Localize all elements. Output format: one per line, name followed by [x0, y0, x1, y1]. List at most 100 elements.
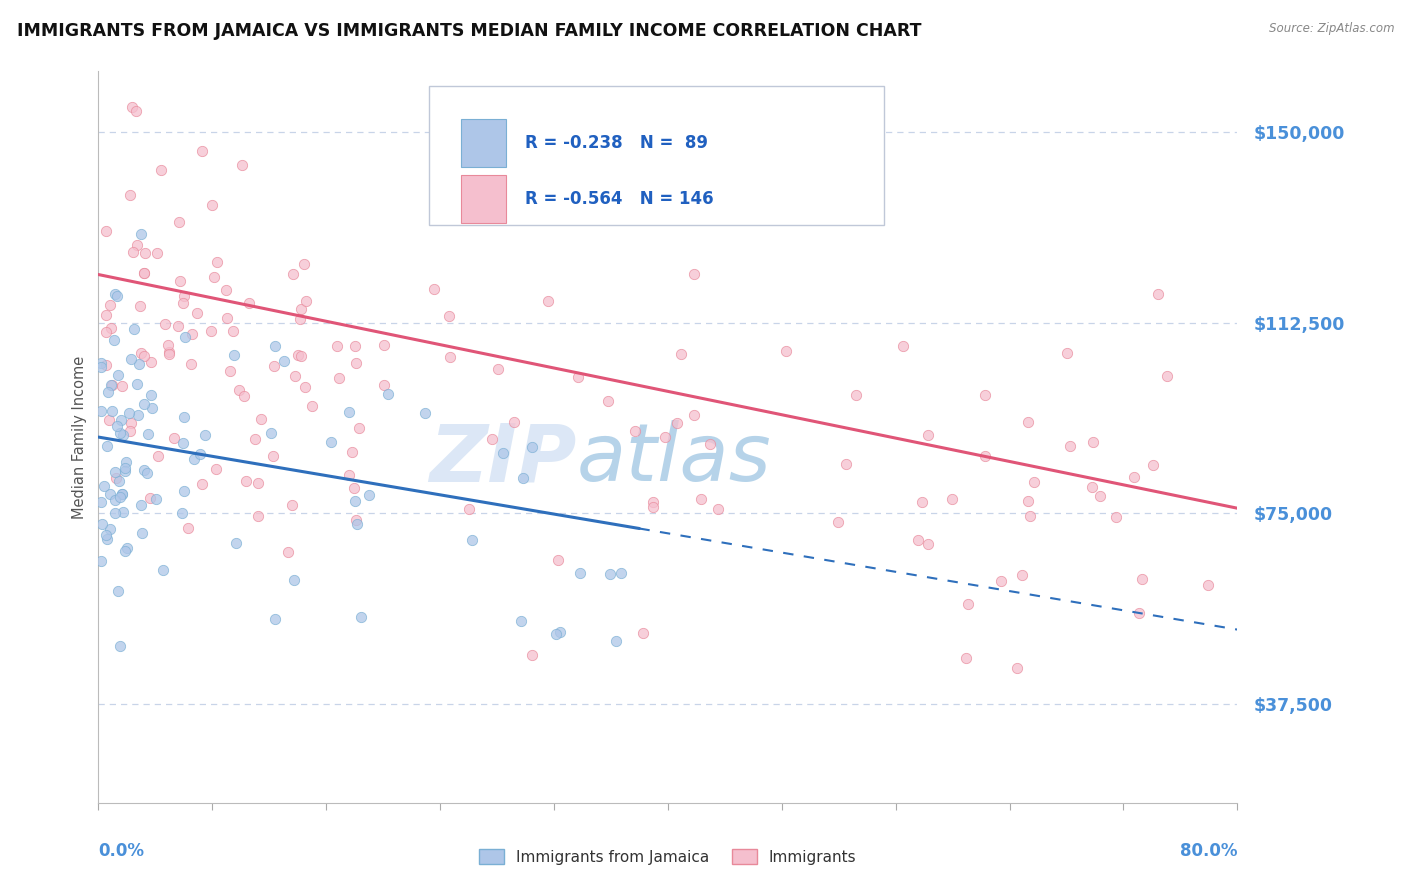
Point — [413, 406, 436, 420]
Point — [111, 379, 134, 393]
Point — [654, 430, 676, 444]
Point — [114, 461, 136, 475]
Point — [520, 441, 543, 455]
Point — [262, 449, 284, 463]
Point — [134, 397, 156, 411]
Point — [94, 308, 117, 322]
Point — [157, 337, 180, 351]
Point — [172, 296, 194, 310]
Point — [131, 526, 153, 541]
Point — [98, 487, 121, 501]
FancyBboxPatch shape — [461, 175, 506, 223]
Point — [1197, 578, 1219, 592]
Point — [100, 377, 122, 392]
Point — [343, 481, 366, 495]
Point — [246, 508, 269, 523]
Text: 0.0%: 0.0% — [98, 842, 145, 860]
Point — [146, 246, 169, 260]
Point — [1081, 434, 1104, 449]
Point — [481, 432, 503, 446]
Point — [157, 345, 180, 359]
Point — [283, 574, 305, 588]
Point — [567, 370, 589, 384]
Point — [544, 627, 567, 641]
Point — [132, 266, 155, 280]
Point — [141, 401, 163, 415]
Point — [114, 544, 136, 558]
Point — [328, 371, 350, 385]
Point — [263, 359, 285, 374]
Point — [907, 533, 929, 547]
Point — [129, 498, 152, 512]
Point — [180, 357, 202, 371]
Point — [344, 339, 367, 353]
Point — [624, 424, 647, 438]
Point — [112, 505, 135, 519]
Point — [1123, 469, 1146, 483]
Point — [287, 348, 309, 362]
Point — [439, 309, 461, 323]
Point — [183, 452, 205, 467]
Point — [1080, 480, 1102, 494]
Point — [221, 324, 243, 338]
Point — [845, 387, 868, 401]
Point — [238, 296, 260, 310]
Point — [96, 439, 118, 453]
Point — [917, 427, 939, 442]
Point — [232, 389, 254, 403]
Text: Source: ZipAtlas.com: Source: ZipAtlas.com — [1270, 22, 1395, 36]
Y-axis label: Median Family Income: Median Family Income — [72, 355, 87, 519]
Point — [188, 447, 211, 461]
Point — [245, 432, 267, 446]
Point — [115, 455, 138, 469]
Point — [548, 625, 571, 640]
Point — [247, 475, 270, 490]
Point — [1146, 287, 1168, 301]
Text: 80.0%: 80.0% — [1180, 842, 1237, 860]
Point — [107, 584, 129, 599]
Point — [290, 349, 312, 363]
Point — [610, 566, 633, 580]
Point — [457, 501, 479, 516]
Point — [911, 495, 934, 509]
Point — [104, 287, 127, 301]
Point — [200, 324, 222, 338]
Point — [598, 394, 620, 409]
Point — [98, 413, 121, 427]
Point — [250, 412, 273, 426]
Point — [94, 325, 117, 339]
Point — [132, 266, 155, 280]
Point — [957, 597, 980, 611]
Point — [162, 431, 184, 445]
Point — [662, 204, 685, 219]
Point — [122, 245, 145, 260]
Point — [228, 383, 250, 397]
Point — [941, 492, 963, 507]
Point — [128, 357, 150, 371]
Point — [98, 298, 121, 312]
Point — [1105, 510, 1128, 524]
Point — [129, 227, 152, 242]
Point — [104, 465, 127, 479]
Point — [127, 408, 149, 422]
Point — [264, 339, 287, 353]
Point — [112, 428, 135, 442]
Point — [215, 311, 238, 326]
Point — [108, 426, 131, 441]
Point — [486, 361, 509, 376]
Point — [132, 349, 155, 363]
Point — [104, 507, 127, 521]
Point — [155, 317, 177, 331]
Point — [641, 500, 664, 514]
Point — [186, 306, 208, 320]
Point — [682, 268, 704, 282]
Point — [173, 483, 195, 498]
Point — [129, 345, 152, 359]
Point — [93, 479, 115, 493]
Point — [214, 283, 236, 297]
Point — [1007, 661, 1029, 675]
Point — [107, 419, 129, 434]
Point — [1018, 509, 1040, 524]
Point — [135, 466, 157, 480]
Point — [349, 421, 371, 435]
